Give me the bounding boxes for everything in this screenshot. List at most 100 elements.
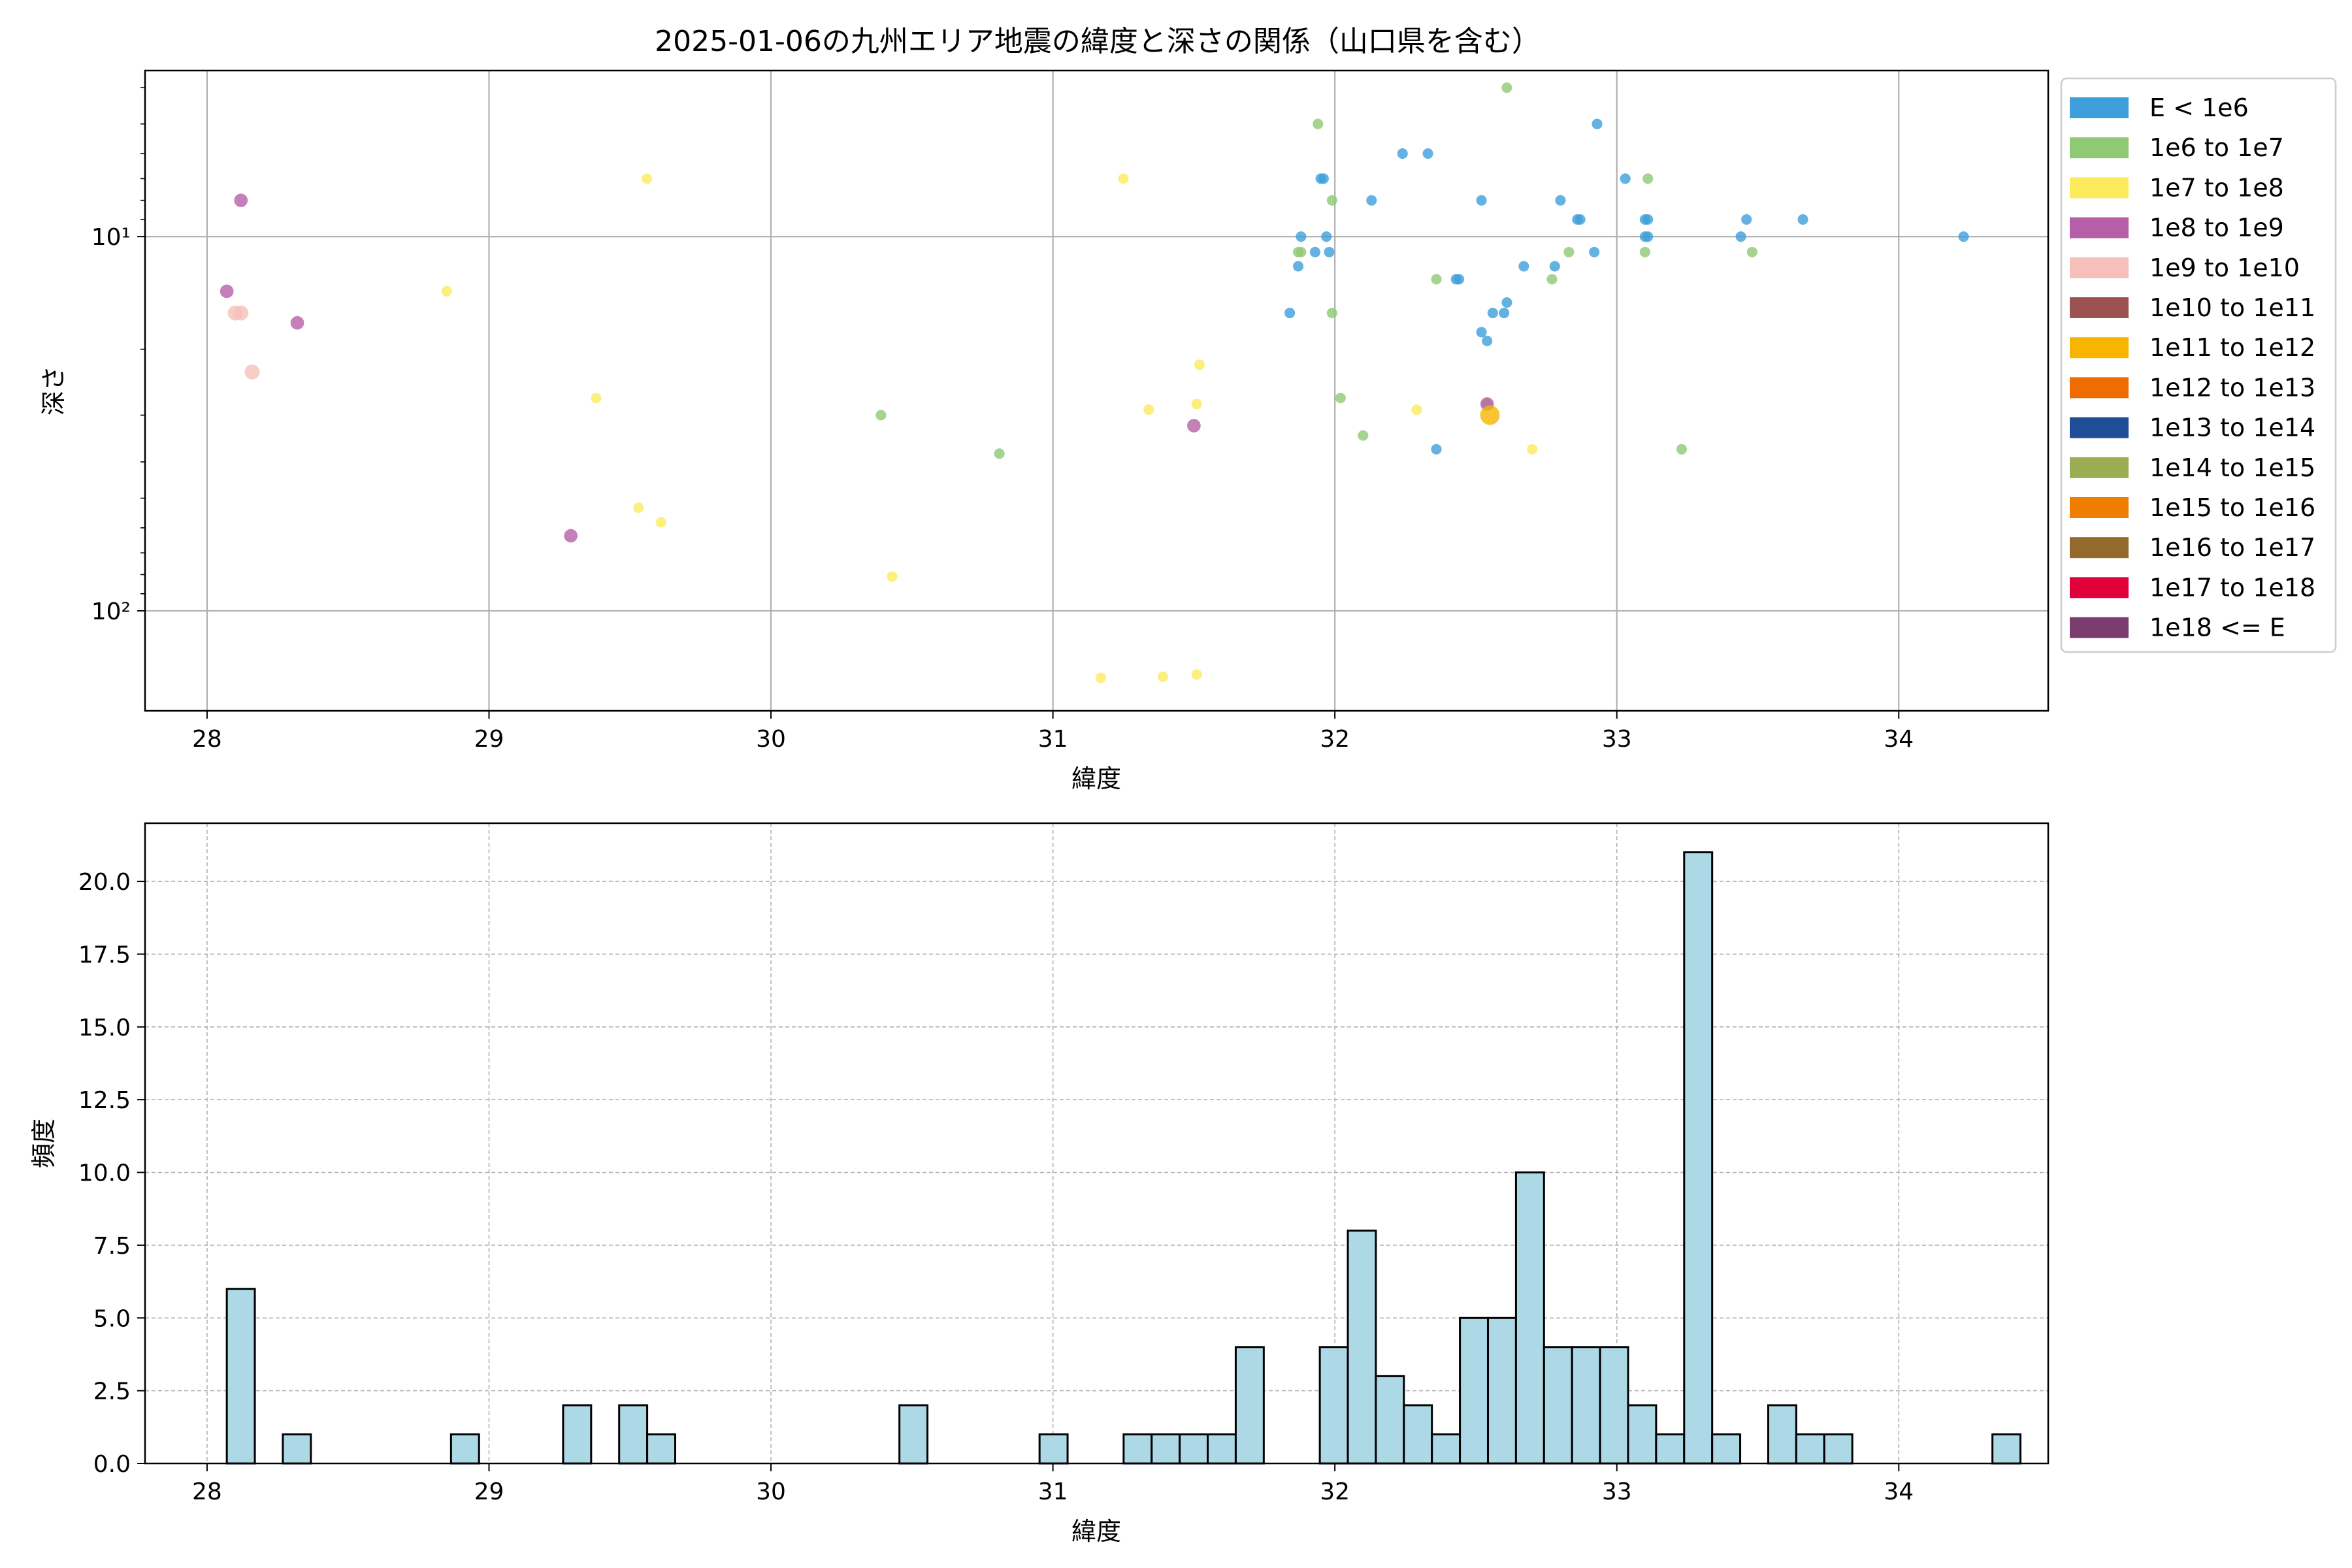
scatter-x-tick-label: 31: [1038, 726, 1068, 753]
histogram-bar: [1991, 1433, 2022, 1465]
histogram-bar: [1431, 1433, 1462, 1465]
scatter-point: [1676, 444, 1688, 455]
scatter-point: [1326, 308, 1337, 319]
scatter-point: [1293, 261, 1304, 272]
scatter-point: [1746, 246, 1757, 257]
scatter-point: [642, 173, 653, 184]
histogram-bar: [1571, 1346, 1601, 1465]
scatter-point: [564, 529, 578, 543]
legend-swatch: [2070, 297, 2129, 318]
scatter-point: [1735, 231, 1746, 242]
histogram-bar: [1179, 1433, 1209, 1465]
scatter-x-tick-label: 28: [192, 726, 222, 753]
scatter-point: [1326, 195, 1337, 206]
legend-swatch: [2070, 137, 2129, 159]
scatter-point: [591, 393, 602, 404]
legend-label: E < 1e6: [2149, 93, 2249, 122]
legend-label: 1e6 to 1e7: [2149, 133, 2284, 162]
legend-label: 1e17 to 1e18: [2149, 573, 2315, 602]
scatter-point: [1318, 173, 1329, 184]
scatter-point: [1480, 405, 1500, 425]
histogram-bar: [1514, 1171, 1545, 1465]
histogram-y-tick-label: 7.5: [93, 1233, 131, 1260]
scatter-point: [1191, 399, 1202, 410]
scatter-point: [1642, 173, 1654, 184]
histogram-chart: 28 29 30 31 32 33 34 0.0 2.5 5.0 7.5 10.0 12.5 15.0 1…: [29, 822, 2050, 1546]
histogram-y-tick-label: 5.0: [93, 1305, 131, 1332]
legend-swatch: [2070, 177, 2129, 199]
scatter-point: [1501, 82, 1512, 93]
histogram-y-tick-label: 17.5: [78, 941, 131, 968]
scatter-point: [1191, 669, 1202, 680]
histogram-bar: [1038, 1433, 1069, 1465]
scatter-point: [1797, 214, 1808, 225]
scatter-point: [244, 364, 260, 380]
histogram-grid: [145, 823, 2048, 1464]
scatter-point: [1143, 404, 1154, 416]
histogram-plot-frame: [144, 822, 2050, 1465]
scatter-point: [1313, 118, 1324, 129]
legend-swatch: [2070, 377, 2129, 399]
histogram-x-tick-label: 32: [1320, 1478, 1350, 1505]
scatter-point: [1324, 246, 1335, 257]
scatter-point: [1335, 393, 1346, 404]
scatter-point: [1563, 246, 1575, 257]
scatter-y-tick-label: 10¹: [91, 224, 131, 251]
figure-title: 2025-01-06の九州エリア地震の緯度と深さの関係（山口県を含む）: [655, 25, 1541, 58]
scatter-point: [1296, 246, 1307, 257]
legend-swatch: [2070, 217, 2129, 238]
histogram-bar: [1767, 1404, 1797, 1465]
histogram-bar: [1318, 1346, 1349, 1465]
histogram-x-label: 緯度: [1071, 1517, 1121, 1546]
histogram-y-tick-label: 0.0: [93, 1451, 131, 1478]
scatter-point: [1642, 214, 1654, 225]
histogram-bar: [1207, 1433, 1237, 1465]
histogram-bar: [225, 1288, 256, 1465]
scatter-point: [994, 448, 1005, 459]
histogram-bar: [1711, 1433, 1742, 1465]
scatter-point: [1476, 327, 1487, 338]
scatter-point: [875, 410, 887, 421]
scatter-x-label: 緯度: [1071, 764, 1121, 793]
scatter-point: [1639, 246, 1650, 257]
legend-swatch: [2070, 617, 2129, 638]
histogram-x-tick-label: 33: [1602, 1478, 1632, 1505]
scatter-x-ticks: 28 29 30 31 32 33 34: [192, 711, 1914, 753]
scatter-point: [1431, 444, 1442, 455]
scatter-point: [1453, 274, 1465, 285]
scatter-point: [1575, 214, 1586, 225]
legend-label: 1e18 <= E: [2149, 613, 2285, 642]
histogram-bar: [1655, 1433, 1686, 1465]
histogram-bar: [1375, 1375, 1405, 1465]
histogram-y-ticks: 0.0 2.5 5.0 7.5 10.0 12.5 15.0 17.5 20.0: [78, 869, 145, 1478]
scatter-point: [1118, 173, 1129, 184]
legend-label: 1e15 to 1e16: [2149, 493, 2315, 522]
histogram-bar: [1122, 1433, 1153, 1465]
legend-label: 1e8 to 1e9: [2149, 214, 2284, 242]
scatter-point: [1358, 430, 1369, 441]
scatter-point: [1431, 274, 1442, 285]
histogram-bar: [1599, 1346, 1629, 1465]
histogram-bar: [1627, 1404, 1658, 1465]
scatter-x-tick-label: 32: [1320, 726, 1350, 753]
scatter-point: [887, 571, 898, 582]
scatter-point: [234, 193, 248, 207]
scatter-chart: 28 29 30 31 32 33 34 10¹ 10² 緯度 深さ E < 1e6 1e6 t…: [39, 69, 2337, 793]
scatter-point: [655, 517, 666, 528]
scatter-point: [1366, 195, 1377, 206]
scatter-x-tick-label: 34: [1884, 726, 1914, 753]
scatter-point: [1422, 148, 1433, 159]
histogram-y-tick-label: 15.0: [78, 1015, 131, 1041]
histogram-y-tick-label: 10.0: [78, 1160, 131, 1187]
histogram-x-tick-label: 29: [474, 1478, 504, 1505]
histogram-x-tick-label: 31: [1038, 1478, 1068, 1505]
scatter-point: [1499, 308, 1510, 319]
scatter-point: [1620, 173, 1631, 184]
scatter-point: [441, 286, 452, 297]
scatter-y-tick-label: 10²: [91, 598, 131, 625]
histogram-x-tick-label: 28: [192, 1478, 222, 1505]
histogram-bar: [898, 1404, 929, 1465]
histogram-bar: [1795, 1433, 1825, 1465]
histogram-y-label: 頻度: [29, 1119, 58, 1168]
scatter-point: [1397, 148, 1408, 159]
